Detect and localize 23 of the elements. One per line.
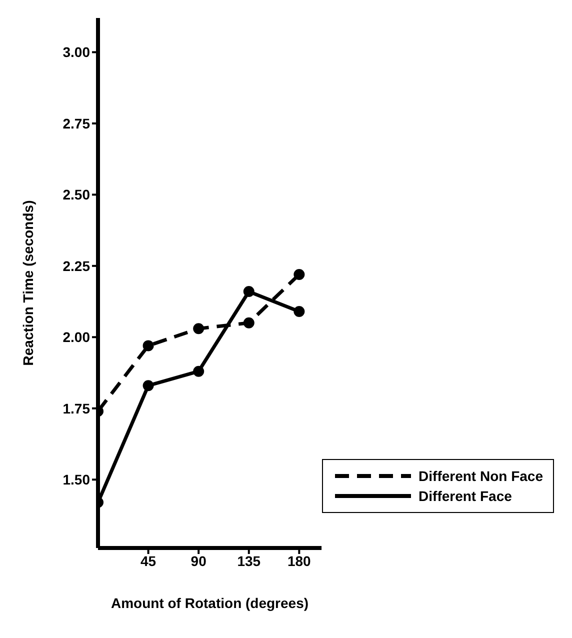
text: Different Face bbox=[418, 487, 512, 506]
y-tick-label: 1.50 bbox=[62, 472, 90, 488]
point bbox=[193, 366, 204, 377]
y-tick-label: 1.75 bbox=[62, 400, 90, 416]
x-tick-label: 90 bbox=[190, 552, 207, 569]
y-tick-label: 2.25 bbox=[62, 258, 90, 274]
x-tick-label: 135 bbox=[237, 552, 261, 569]
x-axis-title: Amount of Rotation (degrees) bbox=[110, 595, 309, 611]
point bbox=[294, 268, 305, 280]
y-tick-label: 2.50 bbox=[62, 186, 90, 203]
x-tick-label: 45 bbox=[140, 552, 156, 569]
text: Different Non Face bbox=[418, 467, 543, 486]
y-tick-label: 3.00 bbox=[62, 44, 90, 60]
point bbox=[142, 340, 154, 352]
point bbox=[243, 317, 254, 328]
y-tick-label: 2.00 bbox=[62, 329, 90, 346]
point bbox=[142, 380, 154, 392]
point bbox=[243, 286, 254, 298]
x-tick-label: 180 bbox=[288, 552, 312, 569]
y-axis-title: Reaction Time (seconds) bbox=[20, 200, 36, 366]
point bbox=[294, 306, 305, 317]
y-tick-label: 2.75 bbox=[62, 115, 90, 132]
point bbox=[193, 323, 204, 334]
